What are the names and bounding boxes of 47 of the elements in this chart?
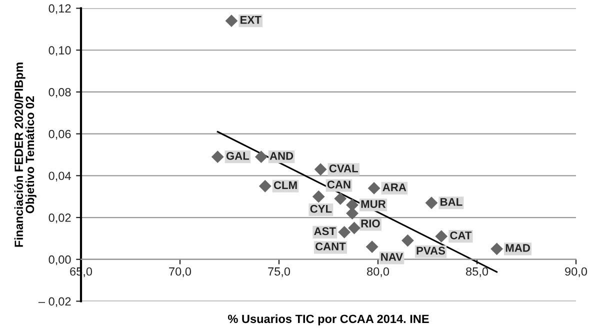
- point: [490, 242, 504, 256]
- point: [225, 14, 238, 28]
- annotation: CLM: [274, 181, 297, 190]
- annotation: MAD: [506, 244, 530, 252]
- y-tick-label: 0,04: [48, 172, 71, 182]
- x-tick-label: 75,0: [268, 267, 290, 278]
- y-tick-label: 0,02: [48, 214, 71, 224]
- annotation: NAV: [381, 253, 403, 261]
- y-tick-label: 0,08: [48, 88, 71, 98]
- annotation: CAT: [450, 231, 472, 240]
- y-tick-label: – 0,02: [38, 297, 71, 307]
- annotation: CANT: [316, 242, 346, 250]
- annotation: AND: [270, 152, 294, 160]
- y-tick-label: 0,12: [48, 4, 71, 14]
- point: [348, 222, 360, 234]
- x-axis-title: % Usuarios TIC por CCAA 2014. INE: [228, 314, 429, 326]
- point: [312, 190, 325, 203]
- point: [258, 180, 272, 192]
- y-tick-label: 0,06: [48, 130, 71, 140]
- annotation: GAL: [226, 152, 250, 160]
- x-tick-label: 85,0: [466, 267, 488, 278]
- x-tick-label: 70,0: [169, 267, 192, 278]
- point: [254, 150, 268, 164]
- point: [366, 240, 378, 254]
- x-tick-label: 90,0: [565, 267, 588, 278]
- annotation: ARA: [382, 183, 406, 192]
- annotation: CVAL: [329, 164, 358, 172]
- annotation: EXT: [240, 16, 262, 24]
- point: [338, 226, 351, 238]
- annotation: RIO: [361, 220, 380, 228]
- point: [211, 150, 224, 164]
- x-tick-label: 80,0: [367, 267, 390, 278]
- annotation: AST: [314, 227, 336, 236]
- annotation: CYL: [310, 204, 332, 213]
- annotation: BAL: [440, 198, 462, 206]
- y-tick-label: 0,00: [48, 255, 71, 266]
- y-tick-label: 0,10: [48, 46, 71, 56]
- point: [401, 234, 414, 247]
- annotation: MUR: [361, 200, 386, 208]
- point: [435, 230, 448, 243]
- point: [425, 196, 438, 210]
- point: [368, 182, 380, 194]
- point: [334, 192, 347, 205]
- annotation: CAN: [327, 180, 350, 188]
- point: [314, 163, 327, 176]
- y-axis-title: Financiación FEDER 2020/PIBpm Objetivo Temático 02: [14, 62, 36, 247]
- annotation: PVAS: [416, 246, 446, 255]
